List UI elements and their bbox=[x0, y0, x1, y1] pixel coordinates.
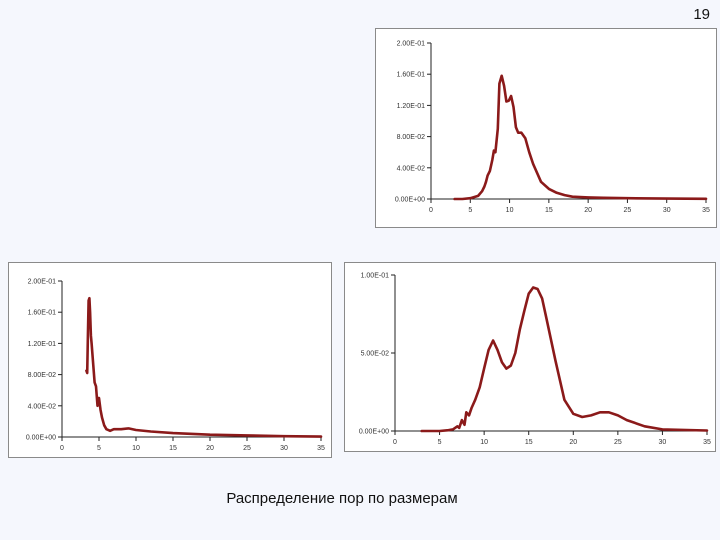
x-tick-label: 20 bbox=[584, 207, 592, 214]
series-line bbox=[85, 296, 323, 438]
series-line bbox=[453, 74, 708, 201]
chart-panel-top: 0.00E+00 4.00E-02 8.00E-02 1.20E-01 1.60E-01… bbox=[375, 28, 717, 228]
x-tick-label: 5 bbox=[468, 207, 472, 214]
y-tick-label: 0.00E+00 bbox=[26, 435, 56, 442]
y-tick-label: 5.00E-02 bbox=[361, 351, 390, 358]
chart-panel-bottom-left: 0.00E+00 4.00E-02 8.00E-02 1.20E-01 1.60E-01… bbox=[8, 262, 332, 458]
y-tick-label: 0.00E+00 bbox=[395, 197, 425, 204]
x-tick-label: 5 bbox=[97, 445, 101, 452]
x-tick-label: 30 bbox=[659, 439, 667, 446]
x-tick-label: 15 bbox=[525, 439, 533, 446]
x-tick-label: 20 bbox=[569, 439, 577, 446]
y-tick-label: 4.00E-02 bbox=[397, 165, 426, 172]
x-tick-label: 10 bbox=[132, 445, 140, 452]
x-tick-label: 30 bbox=[280, 445, 288, 452]
x-tick-label: 15 bbox=[545, 207, 553, 214]
y-tick-label: 8.00E-02 bbox=[397, 134, 426, 141]
y-tick-label: 1.60E-01 bbox=[397, 72, 426, 79]
page-number: 19 bbox=[693, 6, 710, 23]
x-tick-label: 0 bbox=[393, 439, 397, 446]
chart-panel-bottom-right: 0.00E+00 5.00E-02 1.00E-01 0 5 10 15 20 25 30 35 bbox=[344, 262, 716, 452]
y-tick-label: 8.00E-02 bbox=[28, 372, 57, 379]
chart-bottom-left: 0.00E+00 4.00E-02 8.00E-02 1.20E-01 1.60E-01… bbox=[26, 279, 325, 453]
x-tick-label: 10 bbox=[506, 207, 514, 214]
x-tick-label: 10 bbox=[480, 439, 488, 446]
x-tick-label: 0 bbox=[60, 445, 64, 452]
x-tick-label: 5 bbox=[438, 439, 442, 446]
chart-bottom-right: 0.00E+00 5.00E-02 1.00E-01 0 5 10 15 20 25 30 35 bbox=[359, 273, 711, 447]
y-tick-label: 4.00E-02 bbox=[28, 403, 57, 410]
y-tick-label: 2.00E-01 bbox=[397, 41, 426, 48]
x-tick-label: 25 bbox=[243, 445, 251, 452]
x-tick-label: 35 bbox=[703, 439, 711, 446]
series-line bbox=[420, 286, 709, 433]
y-tick-label: 1.60E-01 bbox=[28, 310, 57, 317]
x-tick-label: 20 bbox=[206, 445, 214, 452]
y-tick-label: 2.00E-01 bbox=[28, 279, 57, 286]
caption: Распределение пор по размерам bbox=[226, 490, 458, 507]
y-tick-label: 0.00E+00 bbox=[359, 429, 389, 436]
x-tick-label: 15 bbox=[169, 445, 177, 452]
x-tick-label: 0 bbox=[429, 207, 433, 214]
x-tick-label: 35 bbox=[702, 207, 710, 214]
y-tick-label: 1.20E-01 bbox=[397, 103, 426, 110]
chart-top: 0.00E+00 4.00E-02 8.00E-02 1.20E-01 1.60E-01… bbox=[395, 41, 710, 215]
x-tick-label: 25 bbox=[624, 207, 632, 214]
x-tick-label: 35 bbox=[317, 445, 325, 452]
y-tick-label: 1.20E-01 bbox=[28, 341, 57, 348]
x-tick-label: 25 bbox=[614, 439, 622, 446]
y-tick-label: 1.00E-01 bbox=[361, 273, 390, 280]
x-tick-label: 30 bbox=[663, 207, 671, 214]
